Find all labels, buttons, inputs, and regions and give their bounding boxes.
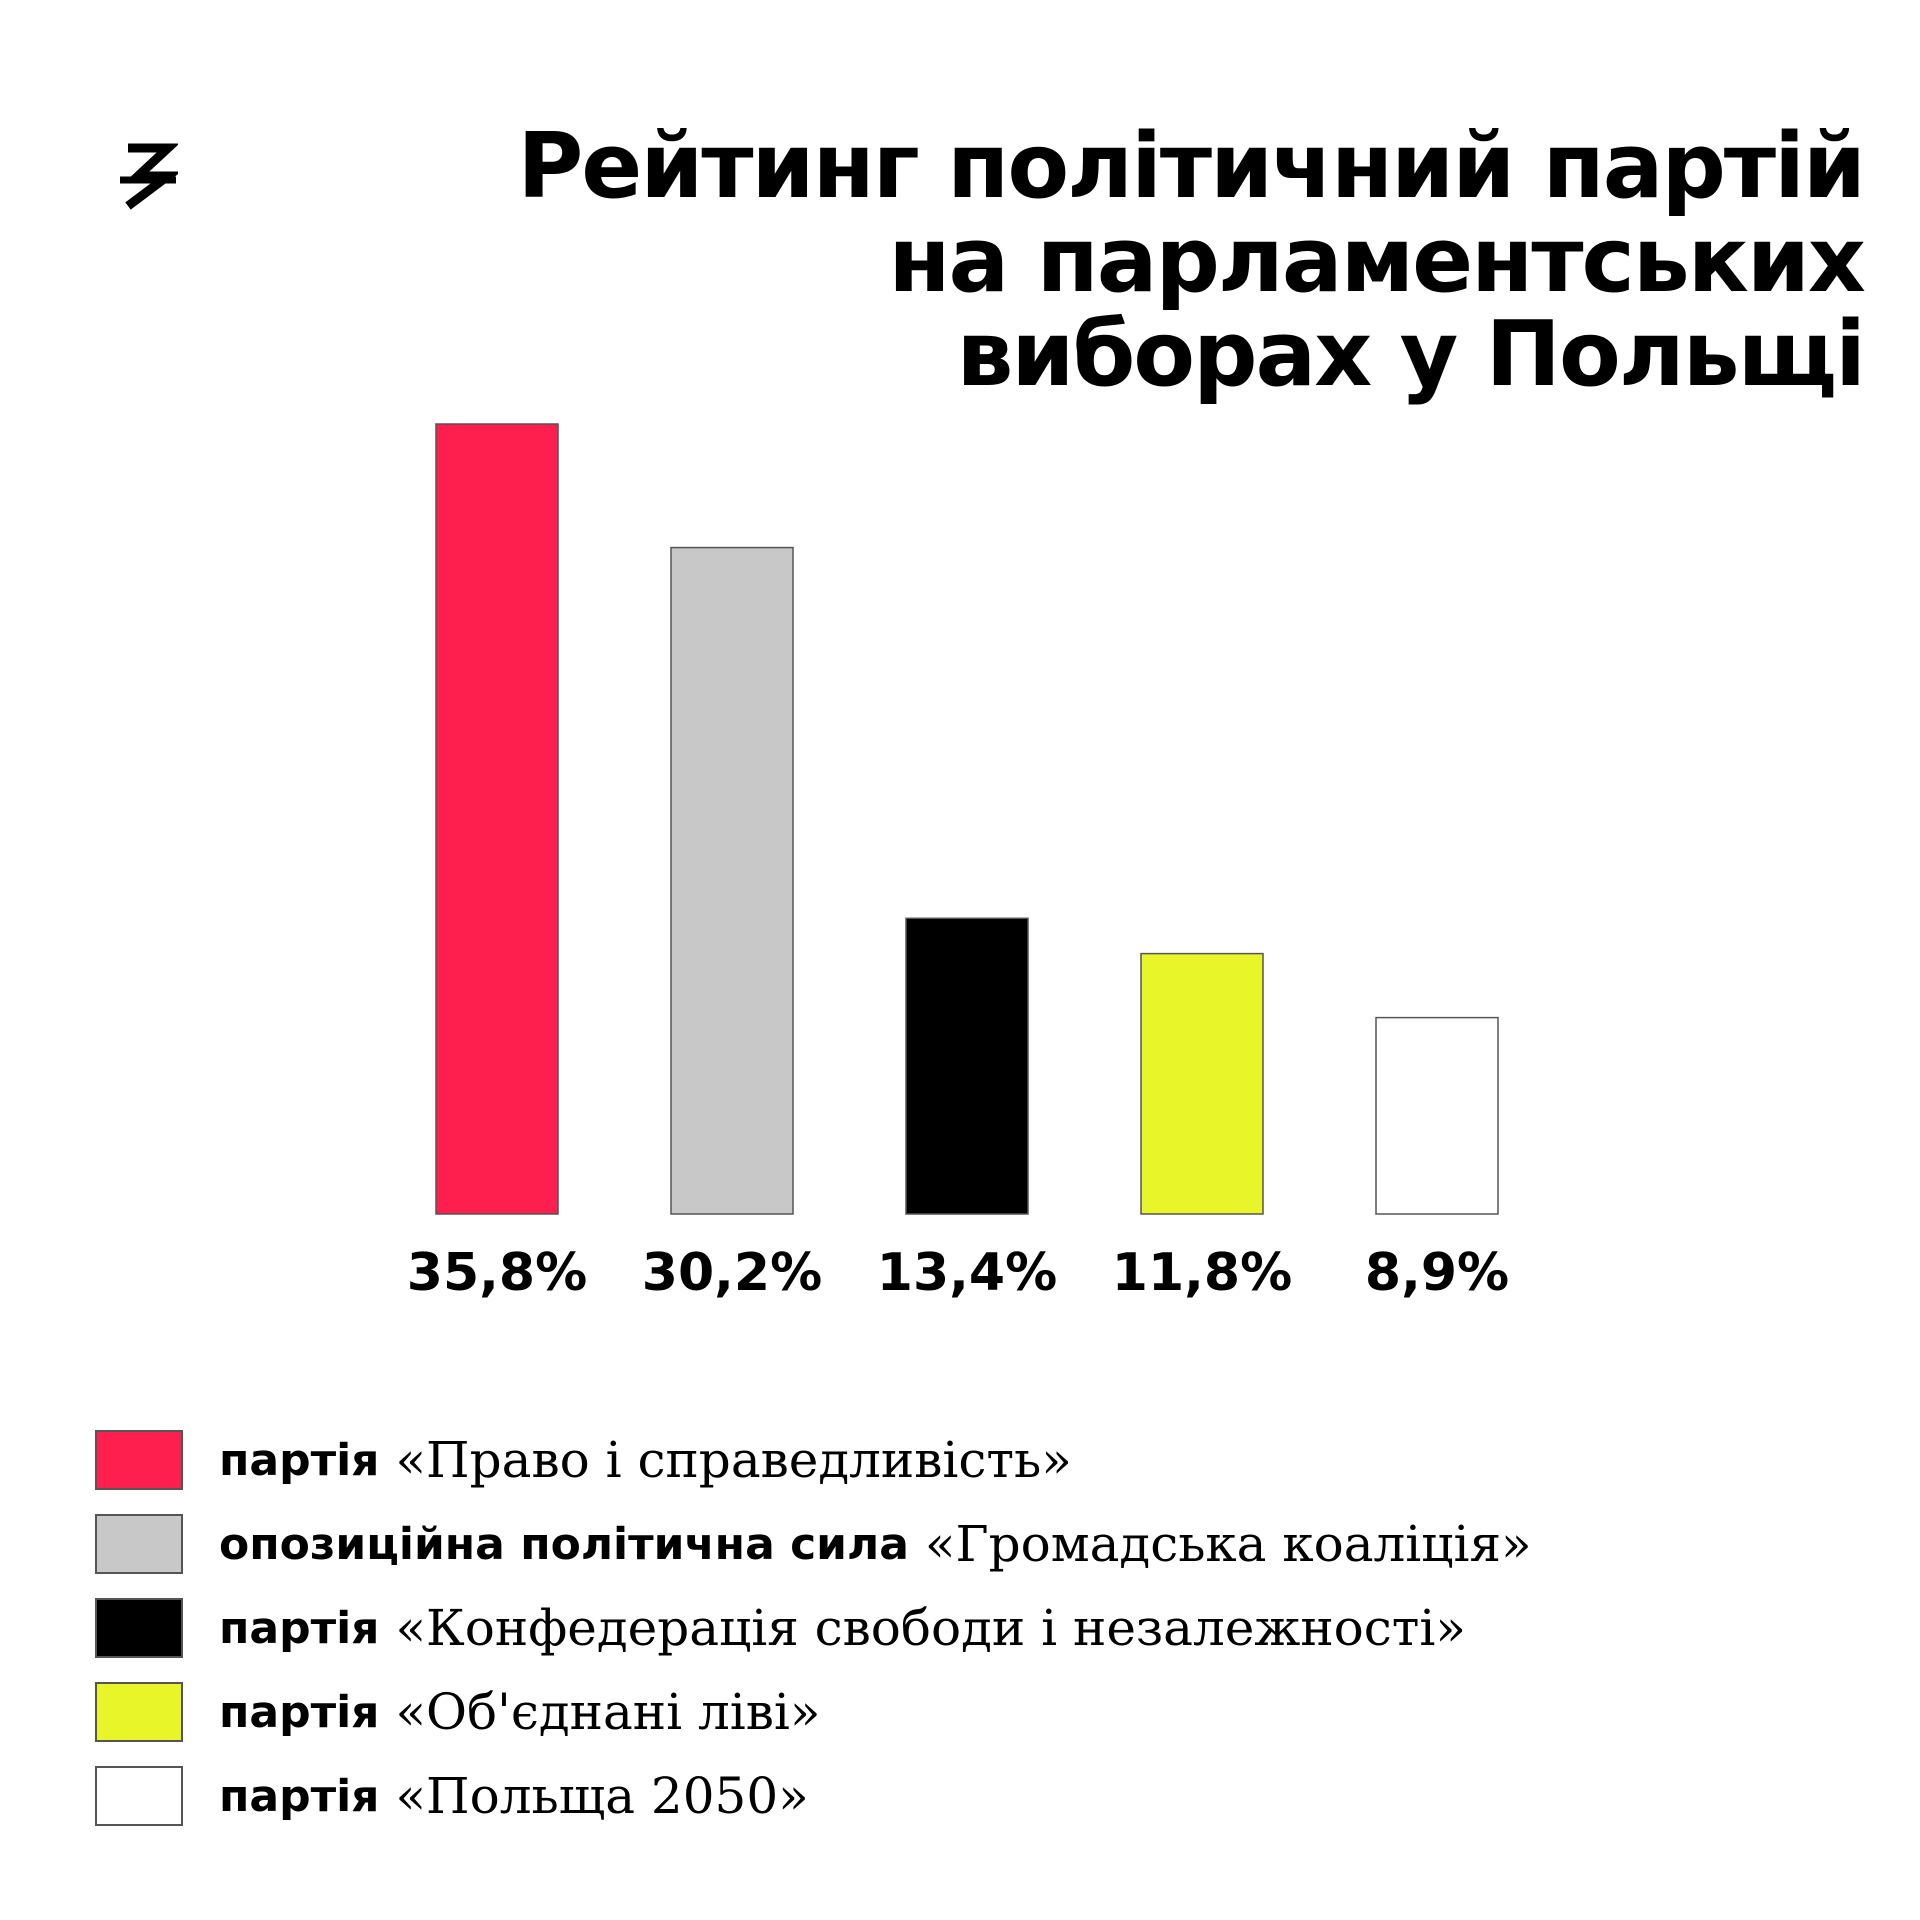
legend-prefix: партія	[219, 1434, 380, 1486]
bar-2	[670, 546, 794, 1215]
legend-item-4: партія «Об'єднані ліві»	[95, 1670, 1895, 1754]
value-label-3: 13,4%	[877, 1243, 1057, 1303]
title-line-2: на парламентських	[888, 208, 1866, 313]
legend-item-5: партія «Польща 2050»	[95, 1754, 1895, 1838]
legend-party-name: «Право і справедливість»	[395, 1431, 1072, 1489]
value-label-5: 8,9%	[1365, 1243, 1509, 1303]
value-label-4: 11,8%	[1112, 1243, 1292, 1303]
legend-party-name: «Об'єднані ліві»	[395, 1683, 821, 1741]
legend-swatch	[95, 1766, 183, 1826]
legend-swatch	[95, 1598, 183, 1658]
chart-title: Рейтинг політичний партій на парламентсь…	[364, 114, 1866, 407]
title-line-3: виборах у Польщі	[956, 302, 1866, 407]
bar-5	[1375, 1016, 1499, 1215]
legend-item-3: партія «Конфедерація свободи і незалежнос…	[95, 1586, 1895, 1670]
legend: партія «Право і справедливість» опозиційна…	[95, 1418, 1895, 1838]
value-label-2: 30,2%	[642, 1243, 822, 1303]
legend-prefix: партія	[219, 1686, 380, 1738]
legend-party-name: «Польща 2050»	[395, 1767, 809, 1825]
legend-item-2: опозиційна політична сила «Громадська коа…	[95, 1502, 1895, 1586]
legend-prefix: партія	[219, 1770, 380, 1822]
legend-party-name: «Громадська коаліція»	[924, 1515, 1532, 1573]
bar-3	[905, 917, 1029, 1215]
legend-swatch	[95, 1430, 183, 1490]
title-line-1: Рейтинг політичний партій	[517, 114, 1866, 219]
bar-4	[1140, 952, 1264, 1215]
legend-swatch	[95, 1682, 183, 1742]
legend-item-1: партія «Право і справедливість»	[95, 1418, 1895, 1502]
legend-prefix: опозиційна політична сила	[219, 1518, 909, 1570]
zaborona-logo-icon	[120, 143, 178, 210]
bar-1	[435, 423, 559, 1215]
value-label-1: 35,8%	[407, 1243, 587, 1303]
legend-prefix: партія	[219, 1602, 380, 1654]
legend-party-name: «Конфедерація свободи і незалежності»	[395, 1599, 1467, 1657]
legend-swatch	[95, 1514, 183, 1574]
